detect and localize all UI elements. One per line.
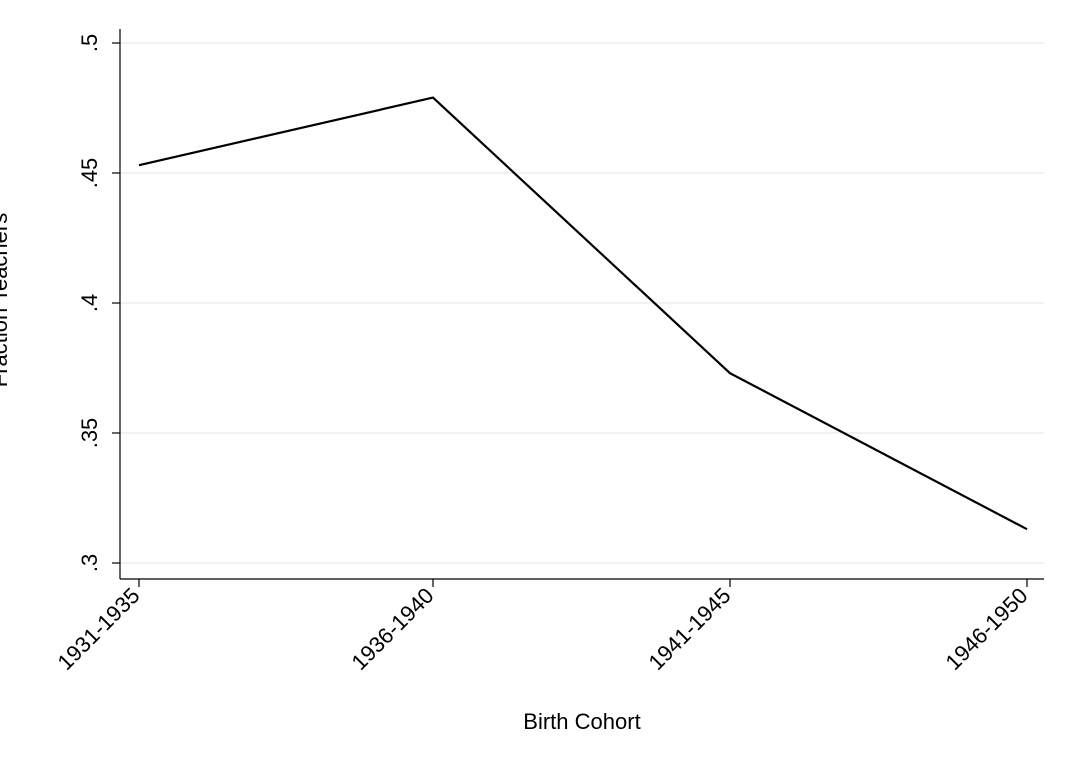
y-ticks: .3 .35 .4 .45 .5 [77,34,120,572]
y-axis-label: Fraction Teachers [0,213,12,387]
axes [119,29,1044,580]
series-line [138,96,1028,531]
x-tick-label: 1931-1935 [52,583,144,675]
x-ticks: 1931-1935 1936-1940 1941-1945 1946-1950 [52,579,1033,675]
y-tick-label: .3 [77,554,102,572]
y-tick-label: .4 [77,294,102,312]
series [138,96,1028,531]
x-tick-label: 1946-1950 [940,583,1032,675]
y-tick-label: .35 [77,418,102,449]
x-tick-label: 1936-1940 [346,583,438,675]
x-tick-label: 1941-1945 [643,583,735,675]
y-tick-label: .5 [77,34,102,52]
gridlines [120,42,1044,564]
x-axis-label: Birth Cohort [523,709,640,734]
y-tick-label: .45 [77,158,102,189]
